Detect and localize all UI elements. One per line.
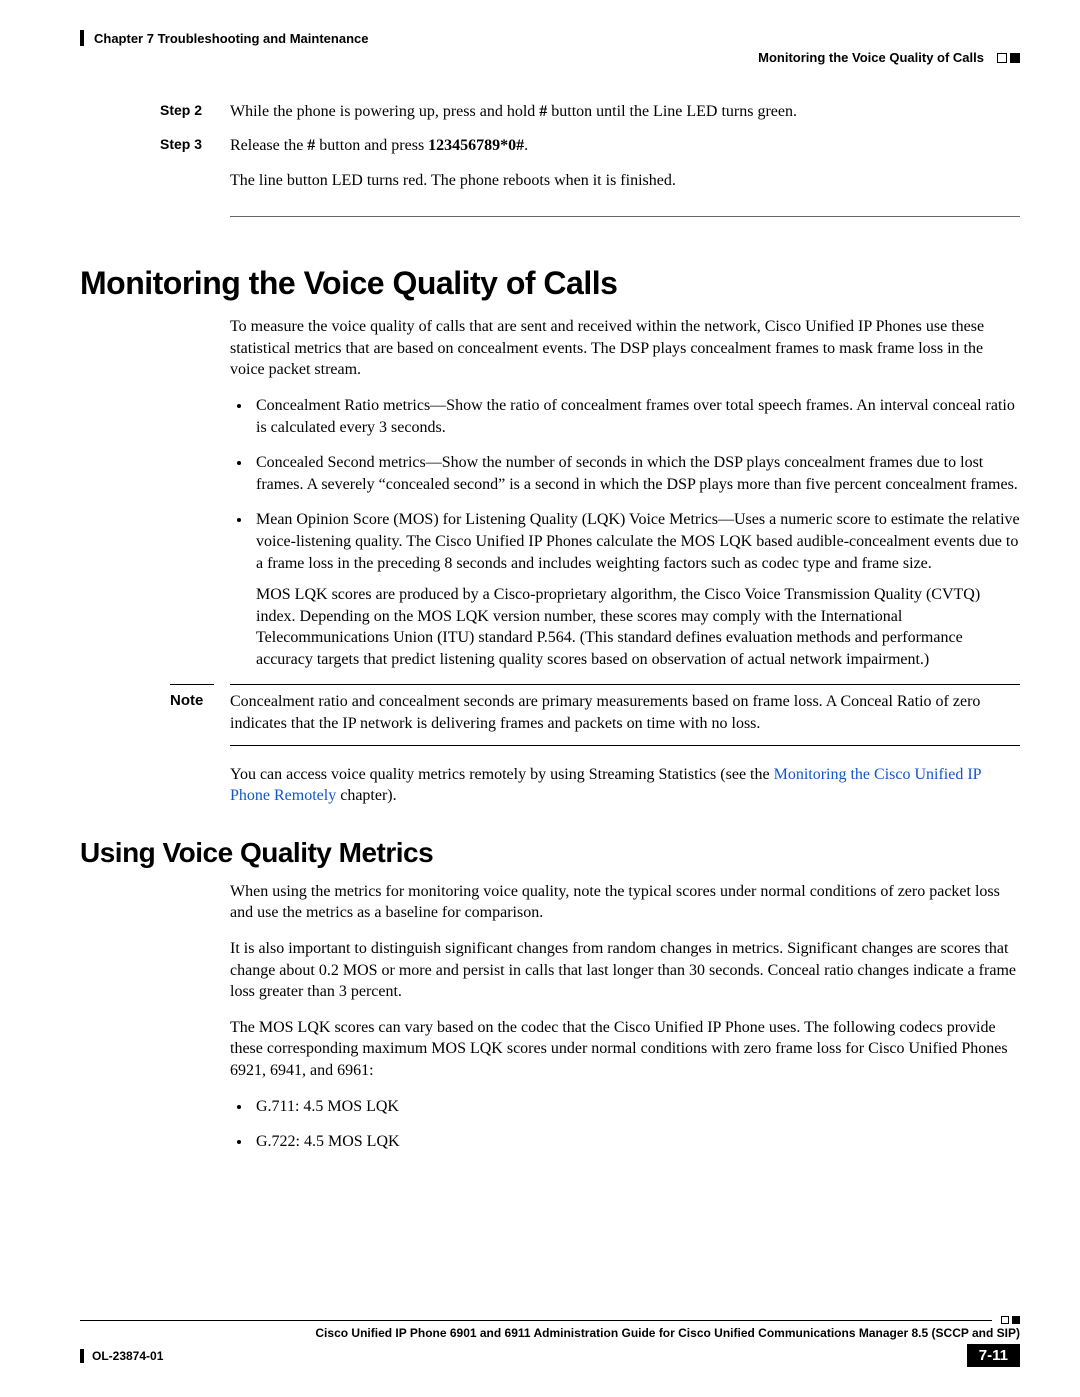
heading-main: Monitoring the Voice Quality of Calls: [80, 265, 1020, 302]
step-row: Step 3 Release the # button and press 12…: [160, 135, 1020, 157]
text: While the phone is powering up, press an…: [230, 103, 539, 120]
list-item: Concealed Second metrics—Show the number…: [252, 452, 1020, 495]
footer-rule-row: [80, 1316, 1020, 1324]
note-text: Concealment ratio and concealment second…: [230, 684, 1020, 745]
list-item: Concealment Ratio metrics—Show the ratio…: [252, 395, 1020, 438]
text: You can access voice quality metrics rem…: [230, 766, 774, 783]
footer-title: Cisco Unified IP Phone 6901 and 6911 Adm…: [80, 1326, 1020, 1340]
bold: 123456789*0#: [428, 137, 524, 154]
header-square-solid: [1010, 53, 1020, 63]
step-text: While the phone is powering up, press an…: [230, 101, 1020, 123]
header-chapter: Chapter 7 Troubleshooting and Maintenanc…: [94, 31, 368, 46]
step-followup: The line button LED turns red. The phone…: [230, 170, 1020, 192]
step-row: Step 2 While the phone is powering up, p…: [160, 101, 1020, 123]
footer-bar: [80, 1349, 84, 1363]
list-item: Mean Opinion Score (MOS) for Listening Q…: [252, 509, 1020, 670]
sub-paragraph: MOS LQK scores are produced by a Cisco-p…: [256, 584, 1020, 670]
text: Mean Opinion Score (MOS) for Listening Q…: [256, 511, 1020, 571]
paragraph: When using the metrics for monitoring vo…: [230, 881, 1020, 924]
text: button until the Line LED turns green.: [547, 103, 797, 120]
bullet-list: Concealment Ratio metrics—Show the ratio…: [252, 395, 1020, 671]
text: chapter).: [336, 787, 396, 804]
footer-square-solid: [1012, 1316, 1020, 1324]
header-square-outline: [997, 53, 1007, 63]
footer-square-outline: [1001, 1316, 1009, 1324]
list-item: G.711: 4.5 MOS LQK: [252, 1096, 1020, 1118]
text: Concealed Second metrics—Show the number…: [256, 454, 1018, 493]
step-label: Step 3: [160, 135, 230, 157]
page-number: 7-11: [967, 1344, 1020, 1367]
step-text: Release the # button and press 123456789…: [230, 135, 1020, 157]
note-block: Note Concealment ratio and concealment s…: [230, 684, 1020, 745]
list-item: G.722: 4.5 MOS LQK: [252, 1131, 1020, 1153]
header-section-row: Monitoring the Voice Quality of Calls: [80, 50, 1020, 65]
codec-list: G.711: 4.5 MOS LQK G.722: 4.5 MOS LQK: [252, 1096, 1020, 1153]
footer: Cisco Unified IP Phone 6901 and 6911 Adm…: [80, 1316, 1020, 1367]
note-label-col: Note: [170, 684, 230, 745]
note-label: Note: [170, 684, 214, 711]
body-block: When using the metrics for monitoring vo…: [230, 881, 1020, 1153]
footer-bottom: OL-23874-01 7-11: [80, 1344, 1020, 1367]
footer-rule: [80, 1320, 992, 1321]
text: .: [524, 137, 528, 154]
footer-docnum: OL-23874-01: [80, 1349, 163, 1363]
end-rule: [230, 216, 1020, 217]
text: Release the: [230, 137, 307, 154]
intro-paragraph: To measure the voice quality of calls th…: [230, 316, 1020, 381]
header-marker: [80, 30, 84, 46]
body-block: To measure the voice quality of calls th…: [230, 316, 1020, 807]
text: button and press: [315, 137, 428, 154]
step-label: Step 2: [160, 101, 230, 123]
paragraph: It is also important to distinguish sign…: [230, 938, 1020, 1003]
steps-block: Step 2 While the phone is powering up, p…: [160, 101, 1020, 192]
paragraph: The MOS LQK scores can vary based on the…: [230, 1017, 1020, 1082]
heading-sub: Using Voice Quality Metrics: [80, 837, 1020, 869]
text: Concealment Ratio metrics—Show the ratio…: [256, 397, 1015, 436]
access-paragraph: You can access voice quality metrics rem…: [230, 764, 1020, 807]
docnum-text: OL-23874-01: [92, 1349, 163, 1363]
header-chapter-row: Chapter 7 Troubleshooting and Maintenanc…: [80, 30, 1020, 46]
header-section: Monitoring the Voice Quality of Calls: [758, 50, 984, 65]
